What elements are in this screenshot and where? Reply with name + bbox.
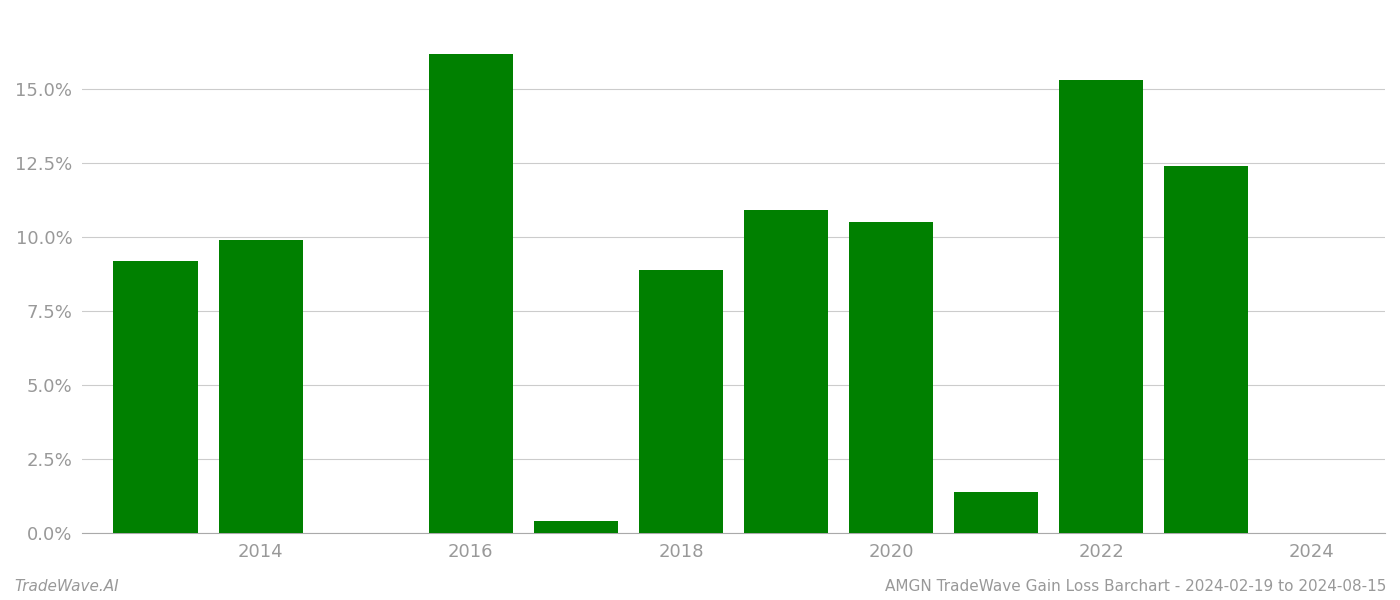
Text: TradeWave.AI: TradeWave.AI (14, 579, 119, 594)
Bar (743, 211, 827, 533)
Bar (638, 269, 722, 533)
Bar (955, 492, 1039, 533)
Bar (1165, 166, 1249, 533)
Bar (428, 53, 512, 533)
Text: AMGN TradeWave Gain Loss Barchart - 2024-02-19 to 2024-08-15: AMGN TradeWave Gain Loss Barchart - 2024… (885, 579, 1386, 594)
Bar (113, 261, 197, 533)
Bar (218, 240, 302, 533)
Bar (1060, 80, 1144, 533)
Bar (533, 521, 617, 533)
Bar (848, 223, 934, 533)
